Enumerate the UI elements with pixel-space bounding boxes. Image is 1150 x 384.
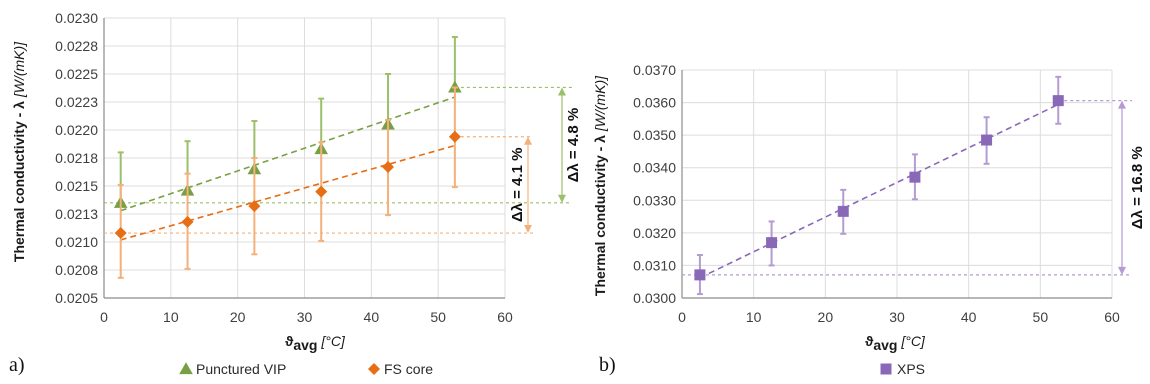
x-axis-unit: [°C] bbox=[897, 333, 925, 349]
x-tick-label: 0 bbox=[100, 309, 108, 325]
legend-label: Punctured VIP bbox=[196, 361, 286, 377]
data-point bbox=[382, 160, 395, 173]
delta-lambda-label: Δλ = 4.8 % bbox=[565, 108, 582, 183]
data-point bbox=[181, 215, 194, 228]
chart-panel-a: 0.0205 0.0208 0.0210 0.0213 0.0215 0.0218 0.02… bbox=[9, 10, 582, 377]
x-tick-label: 40 bbox=[961, 309, 977, 325]
trendline bbox=[120, 144, 456, 241]
x-axis-unit: [°C] bbox=[317, 333, 345, 349]
y-axis-unit: [W/(mK)] bbox=[11, 41, 27, 98]
x-tick-label: 10 bbox=[163, 309, 179, 325]
annotation-arrowhead-top bbox=[1118, 100, 1126, 109]
y-axis-label: Thermal conductivity - λ bbox=[11, 97, 27, 262]
annotation-arrowhead-bottom bbox=[558, 194, 566, 203]
x-tick-label: 40 bbox=[364, 309, 380, 325]
data-point bbox=[448, 130, 461, 143]
y-tick-label: 0.0215 bbox=[55, 178, 98, 194]
data-point bbox=[1052, 95, 1064, 107]
y-tick-label: 0.0228 bbox=[55, 38, 98, 54]
y-tick-label: 0.0360 bbox=[633, 95, 676, 111]
trendline bbox=[699, 103, 1059, 279]
x-tick-label: 50 bbox=[1033, 309, 1049, 325]
x-tick-label: 20 bbox=[230, 309, 246, 325]
delta-lambda-label: Δλ = 4.1 % bbox=[509, 148, 526, 223]
y-tick-label: 0.0230 bbox=[55, 10, 98, 26]
y-tick-label: 0.0300 bbox=[633, 290, 676, 306]
x-tick-label: 30 bbox=[889, 309, 905, 325]
y-axis-title: Thermal conductivity - λ [W/(mK)] bbox=[592, 75, 608, 296]
legend-item: Punctured VIP bbox=[179, 361, 286, 377]
x-axis-title: ϑavg [°C] bbox=[285, 333, 346, 353]
x-tick-label: 0 bbox=[678, 309, 686, 325]
series-xps bbox=[694, 75, 1064, 296]
data-point bbox=[315, 185, 328, 198]
x-tick-label: 10 bbox=[746, 309, 762, 325]
y-axis-title: Thermal conductivity - λ [W/(mK)] bbox=[11, 41, 27, 262]
data-point bbox=[248, 200, 261, 213]
y-tick-label: 0.0370 bbox=[633, 62, 676, 78]
y-tick-label: 0.0208 bbox=[55, 262, 98, 278]
data-point bbox=[909, 171, 921, 183]
legend-label: XPS bbox=[897, 361, 925, 377]
y-tick-label: 0.0210 bbox=[55, 234, 98, 250]
x-tick-label: 60 bbox=[497, 309, 513, 325]
x-axis-label: ϑ bbox=[865, 333, 874, 349]
annotation-arrowhead-top bbox=[524, 136, 532, 145]
data-point bbox=[766, 237, 778, 249]
y-tick-label: 0.0218 bbox=[55, 150, 98, 166]
legend-item: FS core bbox=[368, 361, 433, 377]
y-tick-label: 0.0205 bbox=[55, 290, 98, 306]
annotation-arrowhead-top bbox=[558, 87, 566, 96]
legend-label: FS core bbox=[384, 361, 433, 377]
legend-item: XPS bbox=[880, 361, 925, 377]
delta-lambda-label: Δλ = 16.8 % bbox=[1129, 146, 1146, 229]
x-axis-label-subscript: avg bbox=[873, 337, 897, 353]
y-tick-label: 0.0320 bbox=[633, 225, 676, 241]
annotation-arrowhead-bottom bbox=[524, 225, 532, 234]
legend-marker bbox=[880, 363, 892, 375]
x-tick-label: 30 bbox=[297, 309, 313, 325]
data-point bbox=[981, 134, 993, 146]
data-point bbox=[114, 227, 127, 240]
panel-label: b) bbox=[599, 354, 616, 376]
x-axis-label: ϑ bbox=[285, 333, 294, 349]
x-tick-label: 60 bbox=[1104, 309, 1120, 325]
y-tick-label: 0.0340 bbox=[633, 160, 676, 176]
x-tick-label: 20 bbox=[818, 309, 834, 325]
y-tick-label: 0.0213 bbox=[55, 206, 98, 222]
y-tick-label: 0.0220 bbox=[55, 122, 98, 138]
series-punctured-vip bbox=[113, 36, 462, 212]
y-tick-label: 0.0225 bbox=[55, 66, 98, 82]
x-axis-title: ϑavg [°C] bbox=[865, 333, 926, 353]
panel-label: a) bbox=[9, 354, 25, 376]
y-tick-label: 0.0330 bbox=[633, 192, 676, 208]
x-axis-label-subscript: avg bbox=[293, 337, 317, 353]
y-axis-label: Thermal conductivity - λ bbox=[592, 131, 608, 296]
y-axis-unit: [W/(mK)] bbox=[592, 75, 608, 132]
y-tick-label: 0.0350 bbox=[633, 127, 676, 143]
data-point bbox=[837, 205, 849, 217]
chart-panel-b: 0.0300 0.0310 0.0320 0.0330 0.0340 0.0350 0.03… bbox=[592, 62, 1146, 377]
y-tick-label: 0.0310 bbox=[633, 257, 676, 273]
legend-marker bbox=[368, 363, 380, 375]
annotation-arrowhead-bottom bbox=[1118, 266, 1126, 275]
series-fs-core bbox=[114, 86, 461, 279]
x-tick-label: 50 bbox=[430, 309, 446, 325]
y-tick-label: 0.0223 bbox=[55, 94, 98, 110]
trendline bbox=[120, 96, 456, 212]
data-point bbox=[694, 269, 706, 281]
legend-marker bbox=[179, 362, 193, 375]
